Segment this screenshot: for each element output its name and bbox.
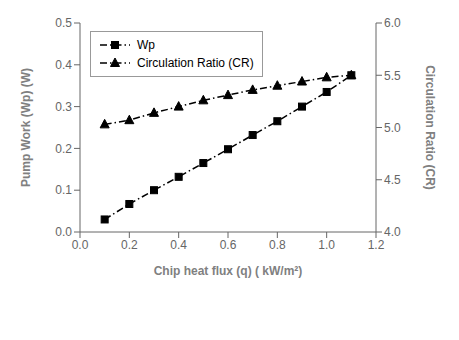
html-text:Circulation Ratio (CR): Circulation Ratio (CR) xyxy=(137,56,254,70)
svg-text:5.0: 5.0 xyxy=(384,121,401,135)
html-text:Wp: Wp xyxy=(137,38,155,52)
svg-text:0.2: 0.2 xyxy=(55,142,72,156)
svg-text:0.5: 0.5 xyxy=(55,16,72,30)
svg-text:Circulation Ratio (CR): Circulation Ratio (CR) xyxy=(423,65,437,190)
svg-text:0.0: 0.0 xyxy=(55,225,72,239)
svg-text:0.6: 0.6 xyxy=(220,238,237,252)
svg-text:0.0: 0.0 xyxy=(72,238,89,252)
svg-text:1.2: 1.2 xyxy=(368,238,385,252)
svg-text:4.0: 4.0 xyxy=(384,225,401,239)
svg-text:0.4: 0.4 xyxy=(55,58,72,72)
svg-text:6.0: 6.0 xyxy=(384,16,401,30)
svg-text:Chip heat flux (q) ( kW/m²): Chip heat flux (q) ( kW/m²) xyxy=(154,264,303,278)
svg-text:0.3: 0.3 xyxy=(55,100,72,114)
svg-text:0.1: 0.1 xyxy=(55,183,72,197)
svg-text:0.2: 0.2 xyxy=(121,238,138,252)
svg-text:1.0: 1.0 xyxy=(318,238,335,252)
svg-text:Pump Work (Wp) (W): Pump Work (Wp) (W) xyxy=(19,68,33,187)
svg-text:5.5: 5.5 xyxy=(384,69,401,83)
svg-text:4.5: 4.5 xyxy=(384,173,401,187)
svg-text:0.4: 0.4 xyxy=(170,238,187,252)
svg-text:0.8: 0.8 xyxy=(269,238,286,252)
